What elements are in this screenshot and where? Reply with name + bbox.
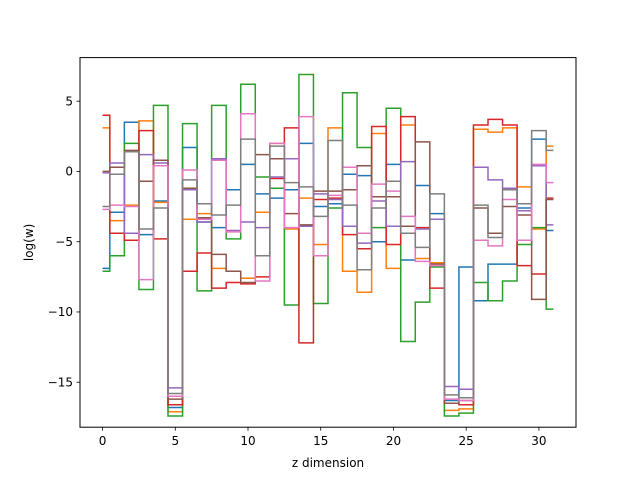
y-tick-label: −15 xyxy=(48,375,73,389)
plot-frame xyxy=(79,57,577,428)
y-tick-label: 0 xyxy=(65,165,73,179)
y-axis-label: log(w) xyxy=(22,224,36,261)
x-tick-label: 0 xyxy=(99,434,107,448)
series-layer xyxy=(102,73,554,417)
x-tick-label: 20 xyxy=(386,434,401,448)
y-tick-label: −10 xyxy=(48,305,73,319)
series-line-8 xyxy=(102,129,554,399)
x-tick-label: 15 xyxy=(313,434,328,448)
y-tick-label: 5 xyxy=(65,94,73,108)
x-tick-label: 10 xyxy=(240,434,255,448)
x-tick-label: 25 xyxy=(459,434,474,448)
y-tick-label: −5 xyxy=(55,235,73,249)
x-ticks: 0 5 10 15 20 25 30 xyxy=(99,427,547,448)
x-tick-label: 5 xyxy=(171,434,179,448)
x-axis-label: z dimension xyxy=(292,456,364,470)
y-ticks: −15 −10 −5 0 5 xyxy=(48,94,80,389)
x-tick-label: 30 xyxy=(531,434,546,448)
series-line-6 xyxy=(102,141,554,405)
series-line-7 xyxy=(102,113,554,402)
